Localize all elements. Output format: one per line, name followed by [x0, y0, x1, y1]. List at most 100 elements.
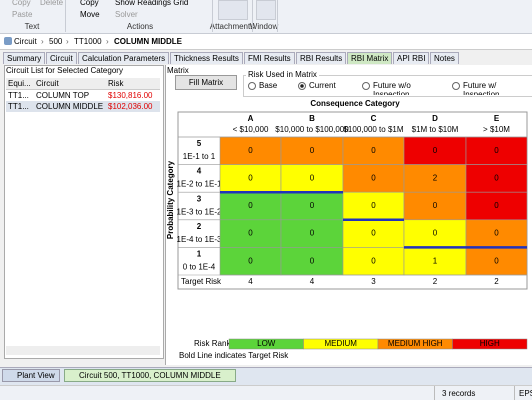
- ribbon-button[interactable]: Solver: [115, 10, 138, 19]
- column-label: > $10M: [483, 125, 510, 134]
- matrix-cell: [465, 164, 528, 193]
- cell: $102,036.00: [108, 102, 153, 111]
- cell-count: 0: [433, 201, 438, 210]
- radio-label[interactable]: Base: [259, 81, 278, 90]
- consequence-title: Consequence Category: [310, 99, 400, 108]
- ribbon-group-label: Actions: [126, 22, 154, 31]
- breadcrumb-item[interactable]: COLUMN MIDDLE: [114, 37, 182, 46]
- radio-button[interactable]: [362, 82, 370, 90]
- matrix-cell: [403, 164, 467, 193]
- column-label: $10,000 to $100,000: [275, 125, 349, 134]
- scrollbar: [6, 346, 160, 355]
- section-title: Matrix: [167, 66, 189, 75]
- radio-button[interactable]: [298, 82, 306, 90]
- matrix-cell: [280, 219, 344, 248]
- cell: TT1...: [8, 91, 29, 100]
- cell-count: 0: [494, 201, 499, 210]
- radio-button[interactable]: [248, 82, 256, 90]
- cell-count: 0: [248, 174, 253, 183]
- legend-label: LOW: [257, 339, 276, 348]
- tab[interactable]: Thickness Results: [170, 52, 243, 64]
- tab[interactable]: FMI Results: [244, 52, 295, 64]
- target-label: Target Risk: [181, 277, 222, 286]
- tab[interactable]: Circuit: [46, 52, 77, 64]
- cell-count: 0: [248, 229, 253, 238]
- risk-rank-label: Risk Rank: [194, 339, 231, 348]
- radio-button[interactable]: [452, 82, 460, 90]
- ribbon-button[interactable]: Copy: [80, 0, 99, 7]
- column-letter: D: [432, 114, 438, 123]
- fill-matrix-button[interactable]: Fill Matrix: [175, 75, 237, 90]
- probability-title: Probability Category: [166, 160, 175, 239]
- matrix-cell: [465, 136, 528, 165]
- column-header: Circuit: [36, 79, 59, 88]
- circuit-list-panel: [4, 65, 164, 359]
- row-label: 1E-3 to 1E-2: [177, 207, 222, 216]
- cell-count: 1: [433, 256, 438, 265]
- matrix-cell: [403, 136, 467, 165]
- tab[interactable]: API RBI: [393, 52, 430, 64]
- radio-label[interactable]: Current: [309, 81, 336, 90]
- legend-label: MEDIUM: [325, 339, 358, 348]
- cell-count: 2: [433, 174, 438, 183]
- target-value: 2: [433, 277, 438, 286]
- breadcrumb-arrow: ›: [41, 37, 44, 46]
- row-label: 1E-1 to 1: [183, 152, 216, 161]
- status-divider: [514, 386, 515, 400]
- tab[interactable]: RBI Results: [296, 52, 347, 64]
- tab[interactable]: Notes: [430, 52, 459, 64]
- cell: $130,816.00: [108, 91, 153, 100]
- cell-count: 0: [248, 201, 253, 210]
- cell-count: 0: [371, 201, 376, 210]
- matrix-cell: [342, 191, 405, 221]
- target-value: 2: [494, 277, 499, 286]
- cell-count: 0: [371, 174, 376, 183]
- tab[interactable]: Calculation Parameters: [78, 52, 170, 64]
- cell: COLUMN MIDDLE: [36, 102, 104, 111]
- breadcrumb-item[interactable]: Circuit: [14, 37, 37, 46]
- matrix-cell: [219, 191, 282, 221]
- ribbon-separator: [277, 0, 278, 32]
- cell: COLUMN TOP: [36, 91, 90, 100]
- ribbon-button[interactable]: Move: [80, 10, 100, 19]
- column-letter: C: [371, 114, 377, 123]
- column-label: $100,000 to $1M: [343, 125, 403, 134]
- target-value: 3: [371, 277, 376, 286]
- selected-row[interactable]: [6, 101, 160, 112]
- cell-count: 0: [494, 174, 499, 183]
- tab[interactable]: RBI Matrix: [347, 52, 393, 64]
- column-letter: E: [494, 114, 500, 123]
- breadcrumb-arrow: ›: [66, 37, 69, 46]
- bottom-tab[interactable]: Plant View: [2, 369, 60, 382]
- radio-label[interactable]: Future w/ Inspection: [463, 81, 500, 95]
- ribbon-button[interactable]: Delete: [40, 0, 64, 7]
- bottom-tab[interactable]: Circuit 500, TT1000, COLUMN MIDDLE: [64, 369, 236, 382]
- window-button[interactable]: [256, 0, 276, 20]
- matrix-cell: [280, 164, 344, 193]
- breadcrumb-item[interactable]: TT1000: [74, 37, 102, 46]
- group-title: Risk Used in Matrix: [246, 70, 319, 79]
- cell-count: 0: [433, 229, 438, 238]
- column-header: Equi...: [8, 79, 31, 88]
- ribbon-button[interactable]: Show Readings Grid: [115, 0, 189, 7]
- cell-count: 0: [248, 256, 253, 265]
- cell-count: 0: [494, 256, 499, 265]
- matrix-cell: [465, 219, 528, 248]
- cell-count: 0: [310, 146, 315, 155]
- ribbon-button[interactable]: Paste: [12, 10, 33, 19]
- matrix-cell: [280, 136, 344, 165]
- tab[interactable]: Summary: [3, 52, 46, 64]
- legend-label: HIGH: [480, 339, 500, 348]
- note: Bold Line indicates Target Risk: [179, 351, 289, 360]
- attachments-button[interactable]: [218, 0, 248, 20]
- ribbon-separator: [65, 0, 66, 32]
- column-letter: A: [248, 114, 254, 123]
- breadcrumb-item[interactable]: 500: [49, 37, 63, 46]
- risk-used-group: [243, 75, 532, 97]
- breadcrumb-bar: [0, 34, 532, 50]
- row-label: 1E-4 to 1E-3: [177, 235, 222, 244]
- breadcrumb-icon: [4, 37, 12, 45]
- target-value: 4: [310, 277, 315, 286]
- ribbon-button[interactable]: Copy: [12, 0, 31, 7]
- radio-label[interactable]: Future w/o Inspection: [373, 81, 411, 95]
